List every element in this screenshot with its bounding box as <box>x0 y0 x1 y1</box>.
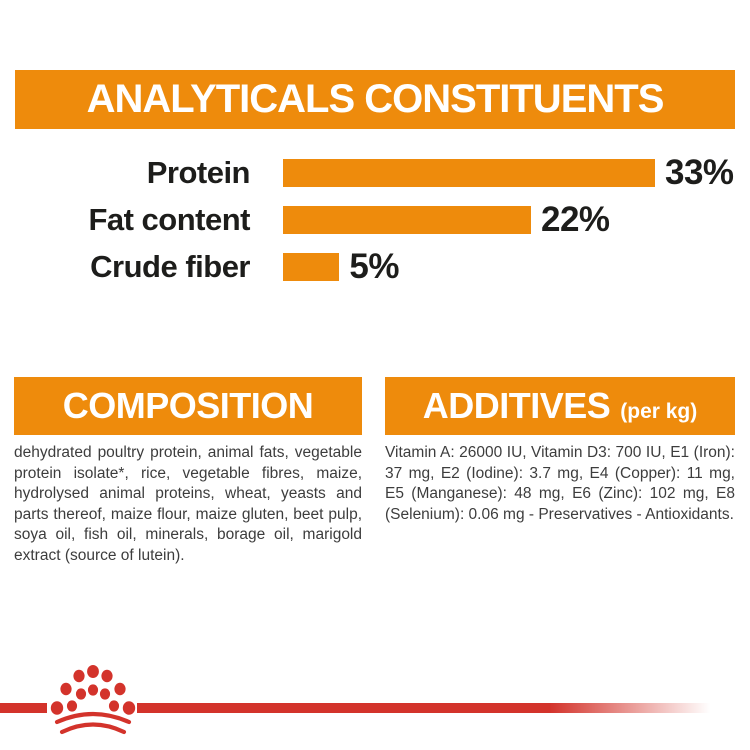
analyticals-header-title: ANALYTICALS CONSTITUENTS <box>86 77 665 121</box>
bar-value: 22% <box>541 199 610 239</box>
bar-label: Fat content <box>88 201 250 237</box>
composition-title: COMPOSITION <box>62 385 314 426</box>
composition-section: COMPOSITION dehydrated poultry protein, … <box>14 377 362 566</box>
chart-row: Fat content 22% <box>30 196 740 243</box>
bar-value: 33% <box>665 152 734 192</box>
bar-value: 5% <box>349 246 399 286</box>
bar-fill <box>283 252 340 281</box>
bar-label: Protein <box>146 154 251 190</box>
composition-body: dehydrated poultry protein, animal fats,… <box>14 444 362 564</box>
composition-header: COMPOSITION <box>14 377 362 435</box>
additives-section: ADDITIVES (per kg) Vitamin A: 26000 IU, … <box>385 377 735 525</box>
bar-track: 5% <box>283 247 655 286</box>
analyticals-header: ANALYTICALS CONSTITUENTS <box>15 70 735 129</box>
bar-track: 33% <box>283 153 734 192</box>
additives-header: ADDITIVES (per kg) <box>385 377 735 435</box>
chart-row: Protein 33% <box>30 149 740 196</box>
additives-body: Vitamin A: 26000 IU, Vitamin D3: 700 IU,… <box>385 444 735 523</box>
analyticals-bar-chart: Protein 33% Fat content 22% Crude fiber 5% <box>30 149 740 290</box>
footer-red-line-right <box>137 703 710 713</box>
bar-label: Crude fiber <box>90 248 250 284</box>
additives-title: ADDITIVES <box>422 385 611 426</box>
bar-fill <box>283 205 531 234</box>
bar-track: 22% <box>283 200 655 239</box>
chart-row: Crude fiber 5% <box>30 243 740 290</box>
bar-fill <box>283 158 655 187</box>
additives-title-suffix: (per kg) <box>620 400 698 423</box>
footer-red-line-left <box>0 703 47 713</box>
royal-canin-crown-logo-icon <box>50 665 136 739</box>
